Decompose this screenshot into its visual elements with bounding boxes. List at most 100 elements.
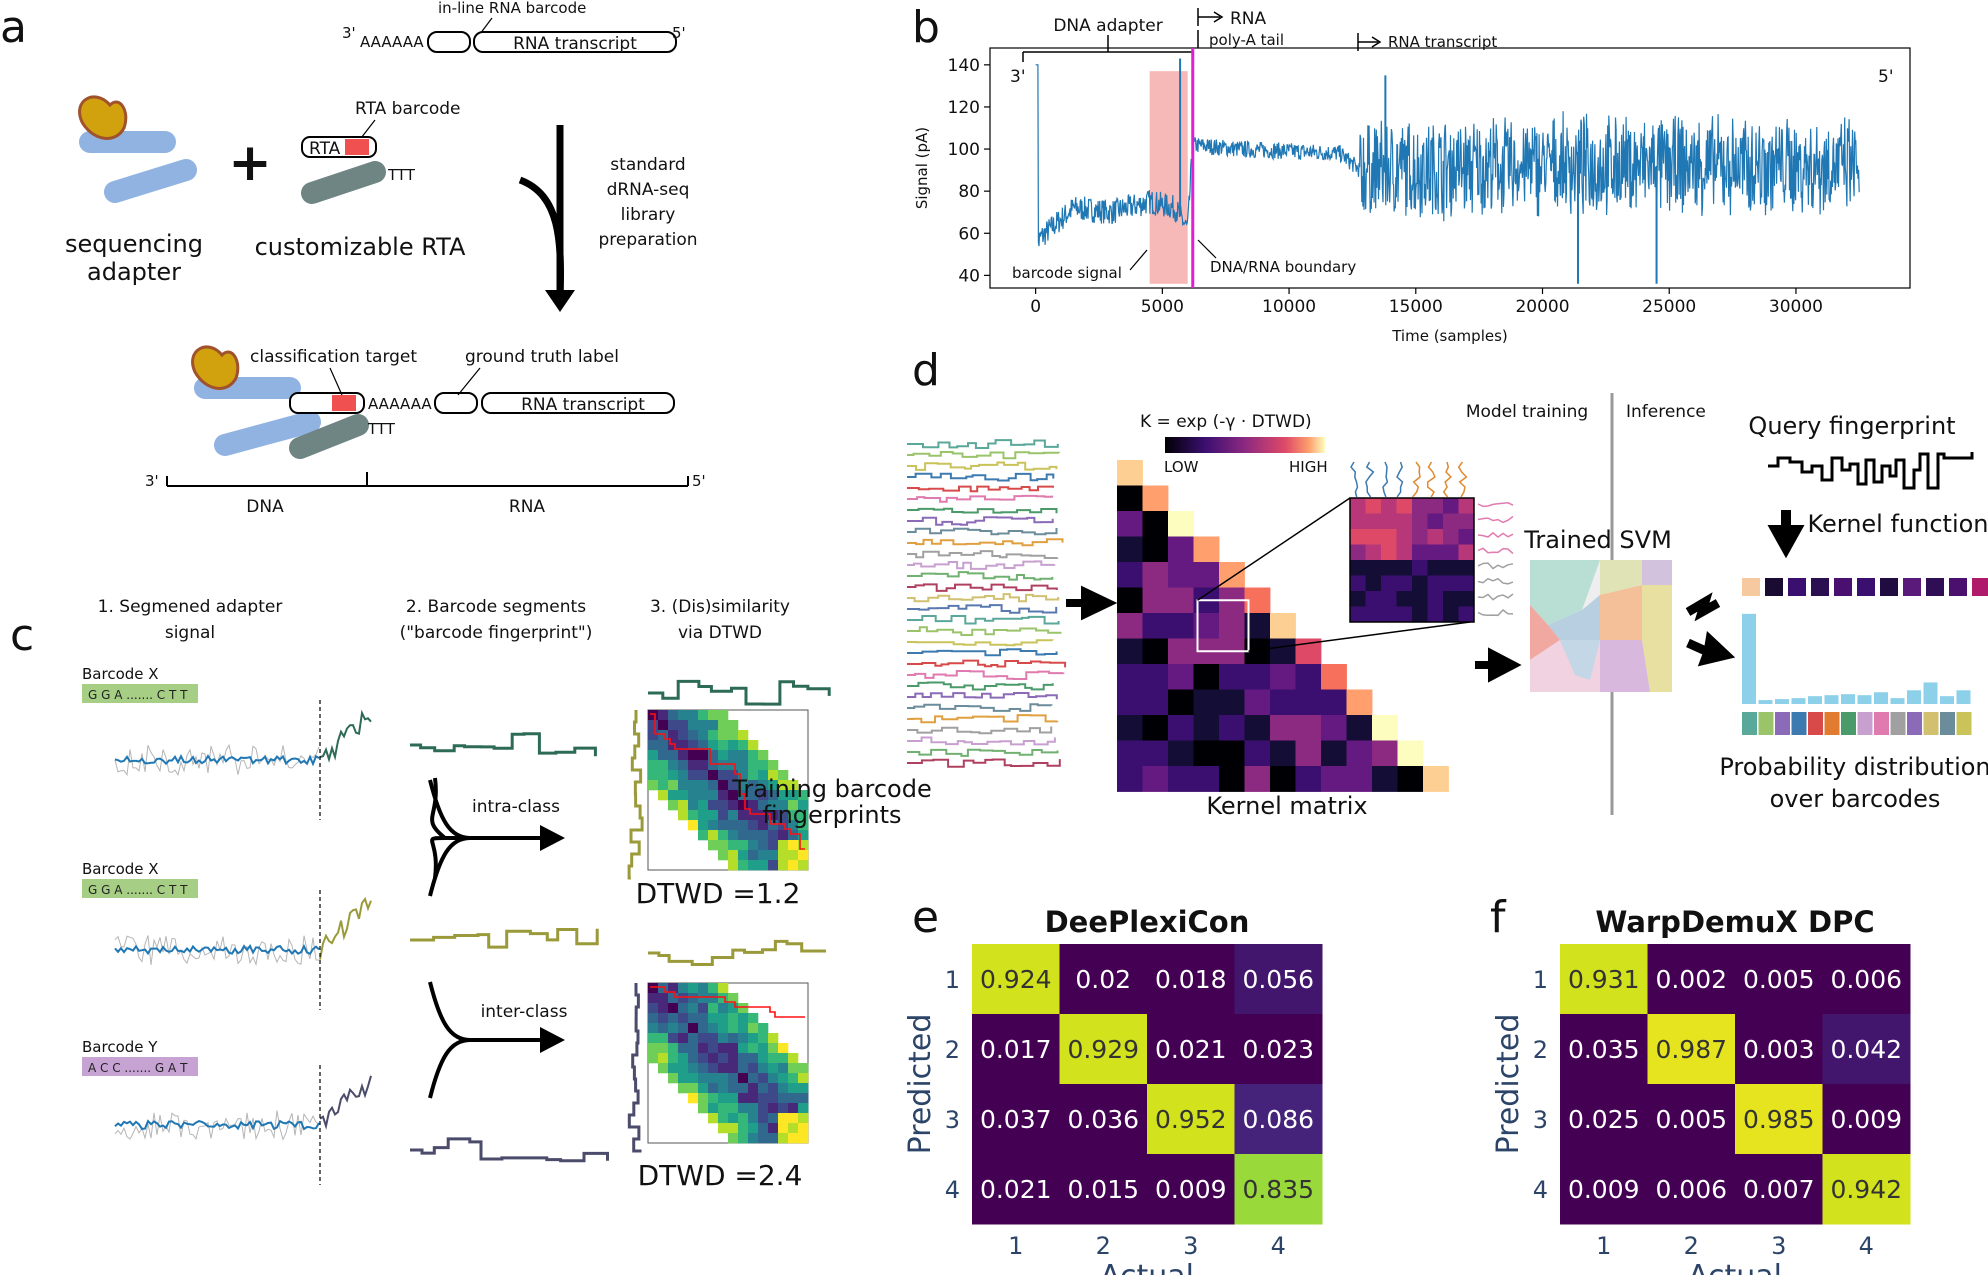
dtw-cell (698, 760, 709, 771)
dtw-cell (748, 800, 759, 811)
panel-a: in-line RNA barcode 3' AAAAAA RNA transc… (65, 0, 706, 517)
intra-class-label: intra-class (472, 797, 560, 817)
zoom-cell (1458, 560, 1475, 576)
dtw-cell (708, 720, 719, 731)
dtw-cell (698, 1043, 709, 1054)
cm-cell (1147, 944, 1235, 1015)
dtw-cell (678, 790, 689, 801)
dtw-cell (678, 1083, 689, 1094)
dtw-cell (658, 730, 669, 741)
kernel-cell (1142, 562, 1169, 588)
cm-y-tick: 4 (945, 1176, 960, 1204)
dtw-cell (768, 1133, 779, 1144)
dtw-cell (778, 1123, 789, 1134)
zoom-cell (1350, 544, 1366, 561)
cm-cell-value: 0.952 (1155, 1105, 1227, 1134)
dtw-cell (668, 1013, 679, 1024)
dtw-cell (718, 1013, 729, 1024)
kernel-colorbar (1165, 437, 1325, 453)
barcode-probability-bar (1808, 696, 1822, 704)
dtw-cell (678, 1063, 689, 1074)
dtw-cell (718, 730, 729, 741)
dtw-cell (718, 840, 729, 851)
dtw-cell (748, 790, 759, 801)
dtw-cell (748, 1083, 759, 1094)
dtw-cell (688, 760, 699, 771)
confusion-matrix-deeplexicon: DeePlexiCon 0.924 0.02 0.018 0.056 0.017 0.929… (903, 905, 1323, 1275)
dtw-cell (758, 1133, 769, 1144)
cm-cell-value: 0.942 (1830, 1175, 1902, 1204)
barcode-probability-bar (1742, 613, 1756, 704)
dtw-cell (708, 790, 719, 801)
training-label-1: Training barcode (731, 775, 932, 803)
barcode-color-swatch (1791, 712, 1807, 735)
dtw-cell (728, 760, 739, 771)
dtw-cell (798, 830, 809, 841)
zoom-cell (1396, 513, 1413, 530)
dtw-cell (768, 1123, 779, 1134)
zoom-cell (1381, 575, 1397, 592)
dtw-cell (758, 1093, 769, 1104)
kernel-cell (1142, 638, 1169, 665)
cm-y-tick: 3 (945, 1106, 960, 1134)
scale-dna-label: DNA (246, 497, 284, 517)
zoom-cell (1427, 560, 1444, 576)
cm-cell (1647, 1014, 1736, 1085)
zoom-cell (1458, 575, 1475, 592)
dtw-cell (658, 1033, 669, 1044)
query-kernel-value (1903, 578, 1921, 596)
rta-ttt: TTT (387, 166, 416, 184)
segmented-signal-trace (114, 944, 320, 956)
kernel-cell (1168, 689, 1194, 716)
dtw-cell (718, 830, 729, 841)
dtw-cell (698, 720, 709, 731)
cm-cell (1059, 944, 1148, 1015)
dtw-cell (698, 1033, 709, 1044)
barcode-probability-bar (1956, 690, 1971, 704)
dtw-cell (648, 1023, 659, 1034)
cm-y-tick: 2 (945, 1036, 960, 1064)
dtw-cell (768, 780, 779, 791)
dtw-cell (718, 1103, 729, 1114)
dtw-cell (668, 1063, 679, 1074)
dtw-cell (708, 1003, 719, 1014)
dtw-cell (688, 750, 699, 761)
kernel-cell (1372, 766, 1398, 792)
svm-decision-regions (1530, 560, 1672, 692)
kernel-cell (1244, 715, 1271, 741)
training-fingerprint-trace (907, 516, 1054, 526)
rna-transcript-start-label: RNA transcript (1388, 33, 1497, 51)
barcode-1-seq-box (82, 684, 198, 703)
training-fingerprint-trace (907, 758, 1061, 768)
rta-label: RTA (309, 139, 341, 159)
dtw-cell (688, 730, 699, 741)
signal-five-prime: 5' (1878, 67, 1894, 87)
dtw-cell (738, 1033, 749, 1044)
kernel-cell (1168, 664, 1194, 690)
cm-cell (1735, 1154, 1823, 1225)
dtw-cell (648, 1053, 659, 1064)
kernel-cell (1321, 664, 1347, 690)
dtwd-1-label: DTWD =1.2 (636, 877, 801, 910)
dtw-cell (668, 750, 679, 761)
ground-truth-label: ground truth label (465, 347, 619, 367)
dtw-cell (658, 1053, 669, 1064)
motor-protein-icon (78, 95, 128, 140)
dtw-cell (708, 810, 719, 821)
barcode-color-swatch (1907, 712, 1922, 735)
dtw-cell (728, 1043, 739, 1054)
arrow-svm-to-probs (1686, 630, 1736, 667)
kernel-cell (1142, 664, 1169, 690)
kernel-function-label: Kernel function (1807, 510, 1988, 538)
dtw-cell (798, 1073, 809, 1084)
kernel-cell (1193, 766, 1220, 792)
dtw-cell (798, 790, 809, 801)
dtw-cell (738, 730, 749, 741)
arrow-to-svm (1475, 647, 1522, 683)
cm-title: DeePlexiCon (1045, 905, 1250, 939)
dtw-cell (648, 710, 659, 721)
dtw-cell (768, 1043, 779, 1054)
dtw-top-fingerprint-2 (648, 939, 826, 966)
cm-cell-value: 0.006 (1830, 965, 1902, 994)
